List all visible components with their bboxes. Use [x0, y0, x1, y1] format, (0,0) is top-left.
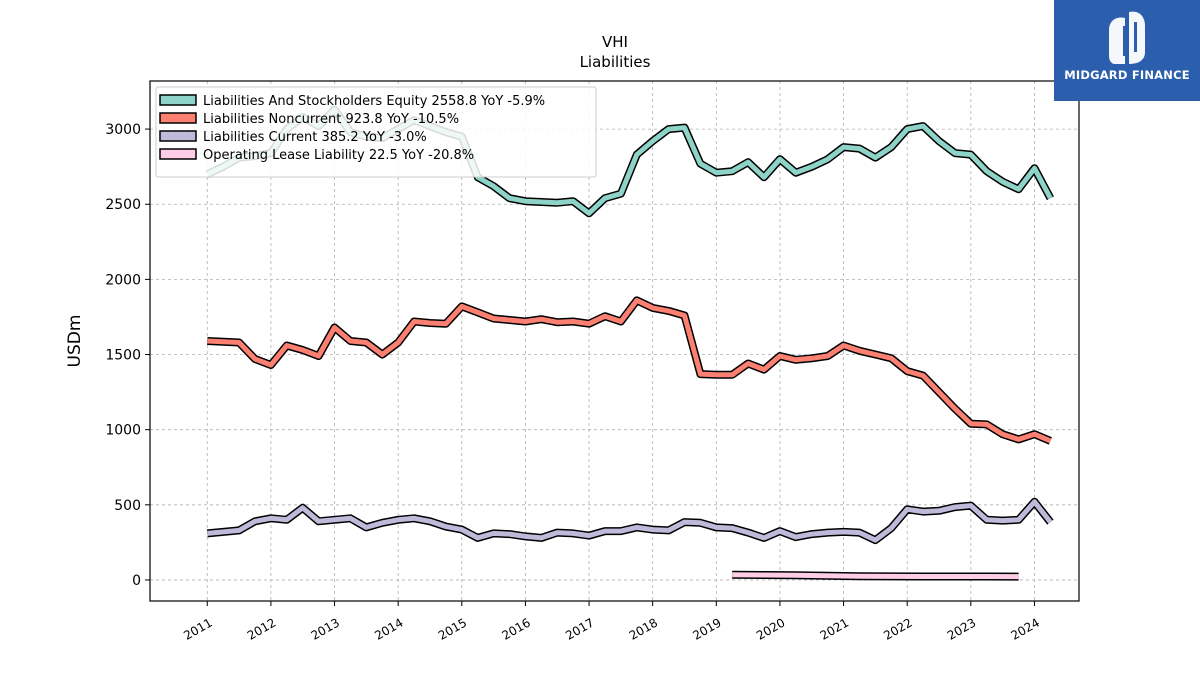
legend: Liabilities And Stockholders Equity 2558…	[155, 86, 597, 178]
legend-swatch	[159, 94, 197, 106]
y-tick-label: 1500	[105, 348, 141, 364]
brand-name: MIDGARD FINANCE	[1064, 68, 1190, 82]
x-tick-label: 2017	[563, 615, 596, 642]
x-tick-label: 2016	[499, 615, 532, 642]
y-tick-label: 3000	[105, 122, 141, 138]
x-tick-label: 2015	[436, 615, 469, 642]
legend-swatch	[159, 130, 197, 142]
legend-entry: Liabilities Noncurrent 923.8 YoY -10.5%	[203, 112, 459, 127]
y-axis: 0 500 1000 1500 2000 2500 3000	[105, 122, 150, 589]
x-tick-label: 2019	[690, 615, 723, 642]
x-tick-label: 2014	[372, 615, 405, 642]
series-line-1	[207, 297, 1052, 444]
x-tick-label: 2022	[881, 615, 914, 642]
x-tick-label: 2021	[818, 615, 851, 642]
y-tick-label: 0	[132, 573, 141, 589]
series-lines	[205, 105, 1054, 581]
x-tick-label: 2011	[181, 615, 214, 642]
plot-frame	[149, 80, 1080, 602]
legend-box	[155, 86, 597, 178]
x-tick-label: 2023	[945, 615, 978, 642]
legend-swatch	[159, 148, 197, 160]
brand-logo: MIDGARD FINANCE	[1054, 0, 1200, 101]
legend-entry: Liabilities Current 385.2 YoY -3.0%	[203, 130, 427, 145]
x-tick-label: 2012	[245, 615, 278, 642]
chart-title: VHI	[602, 33, 628, 51]
x-tick-label: 2024	[1009, 615, 1042, 642]
y-tick-label: 500	[114, 498, 141, 514]
series-line-2	[207, 499, 1053, 543]
legend-entry: Operating Lease Liability 22.5 YoY -20.8…	[203, 148, 474, 163]
x-tick-label: 2018	[627, 615, 660, 642]
x-axis: 2011 2012 2013 2014 2015 2016 2017 2018 2019 2020…	[181, 601, 1042, 643]
chart-subtitle: Liabilities	[580, 53, 651, 71]
series-outline-1	[207, 296, 1052, 445]
y-tick-label: 1000	[105, 423, 141, 439]
series-line-3	[732, 572, 1019, 580]
y-tick-label: 2000	[105, 272, 141, 288]
double-vertical-stripe-logo-icon	[1109, 11, 1145, 64]
legend-entry: Liabilities And Stockholders Equity 2558…	[203, 94, 545, 109]
y-axis-label: USDm	[65, 315, 85, 368]
y-tick-label: 2500	[105, 197, 141, 213]
x-tick-label: 2013	[309, 615, 342, 642]
legend-swatch	[159, 112, 197, 124]
x-tick-label: 2020	[754, 615, 787, 642]
